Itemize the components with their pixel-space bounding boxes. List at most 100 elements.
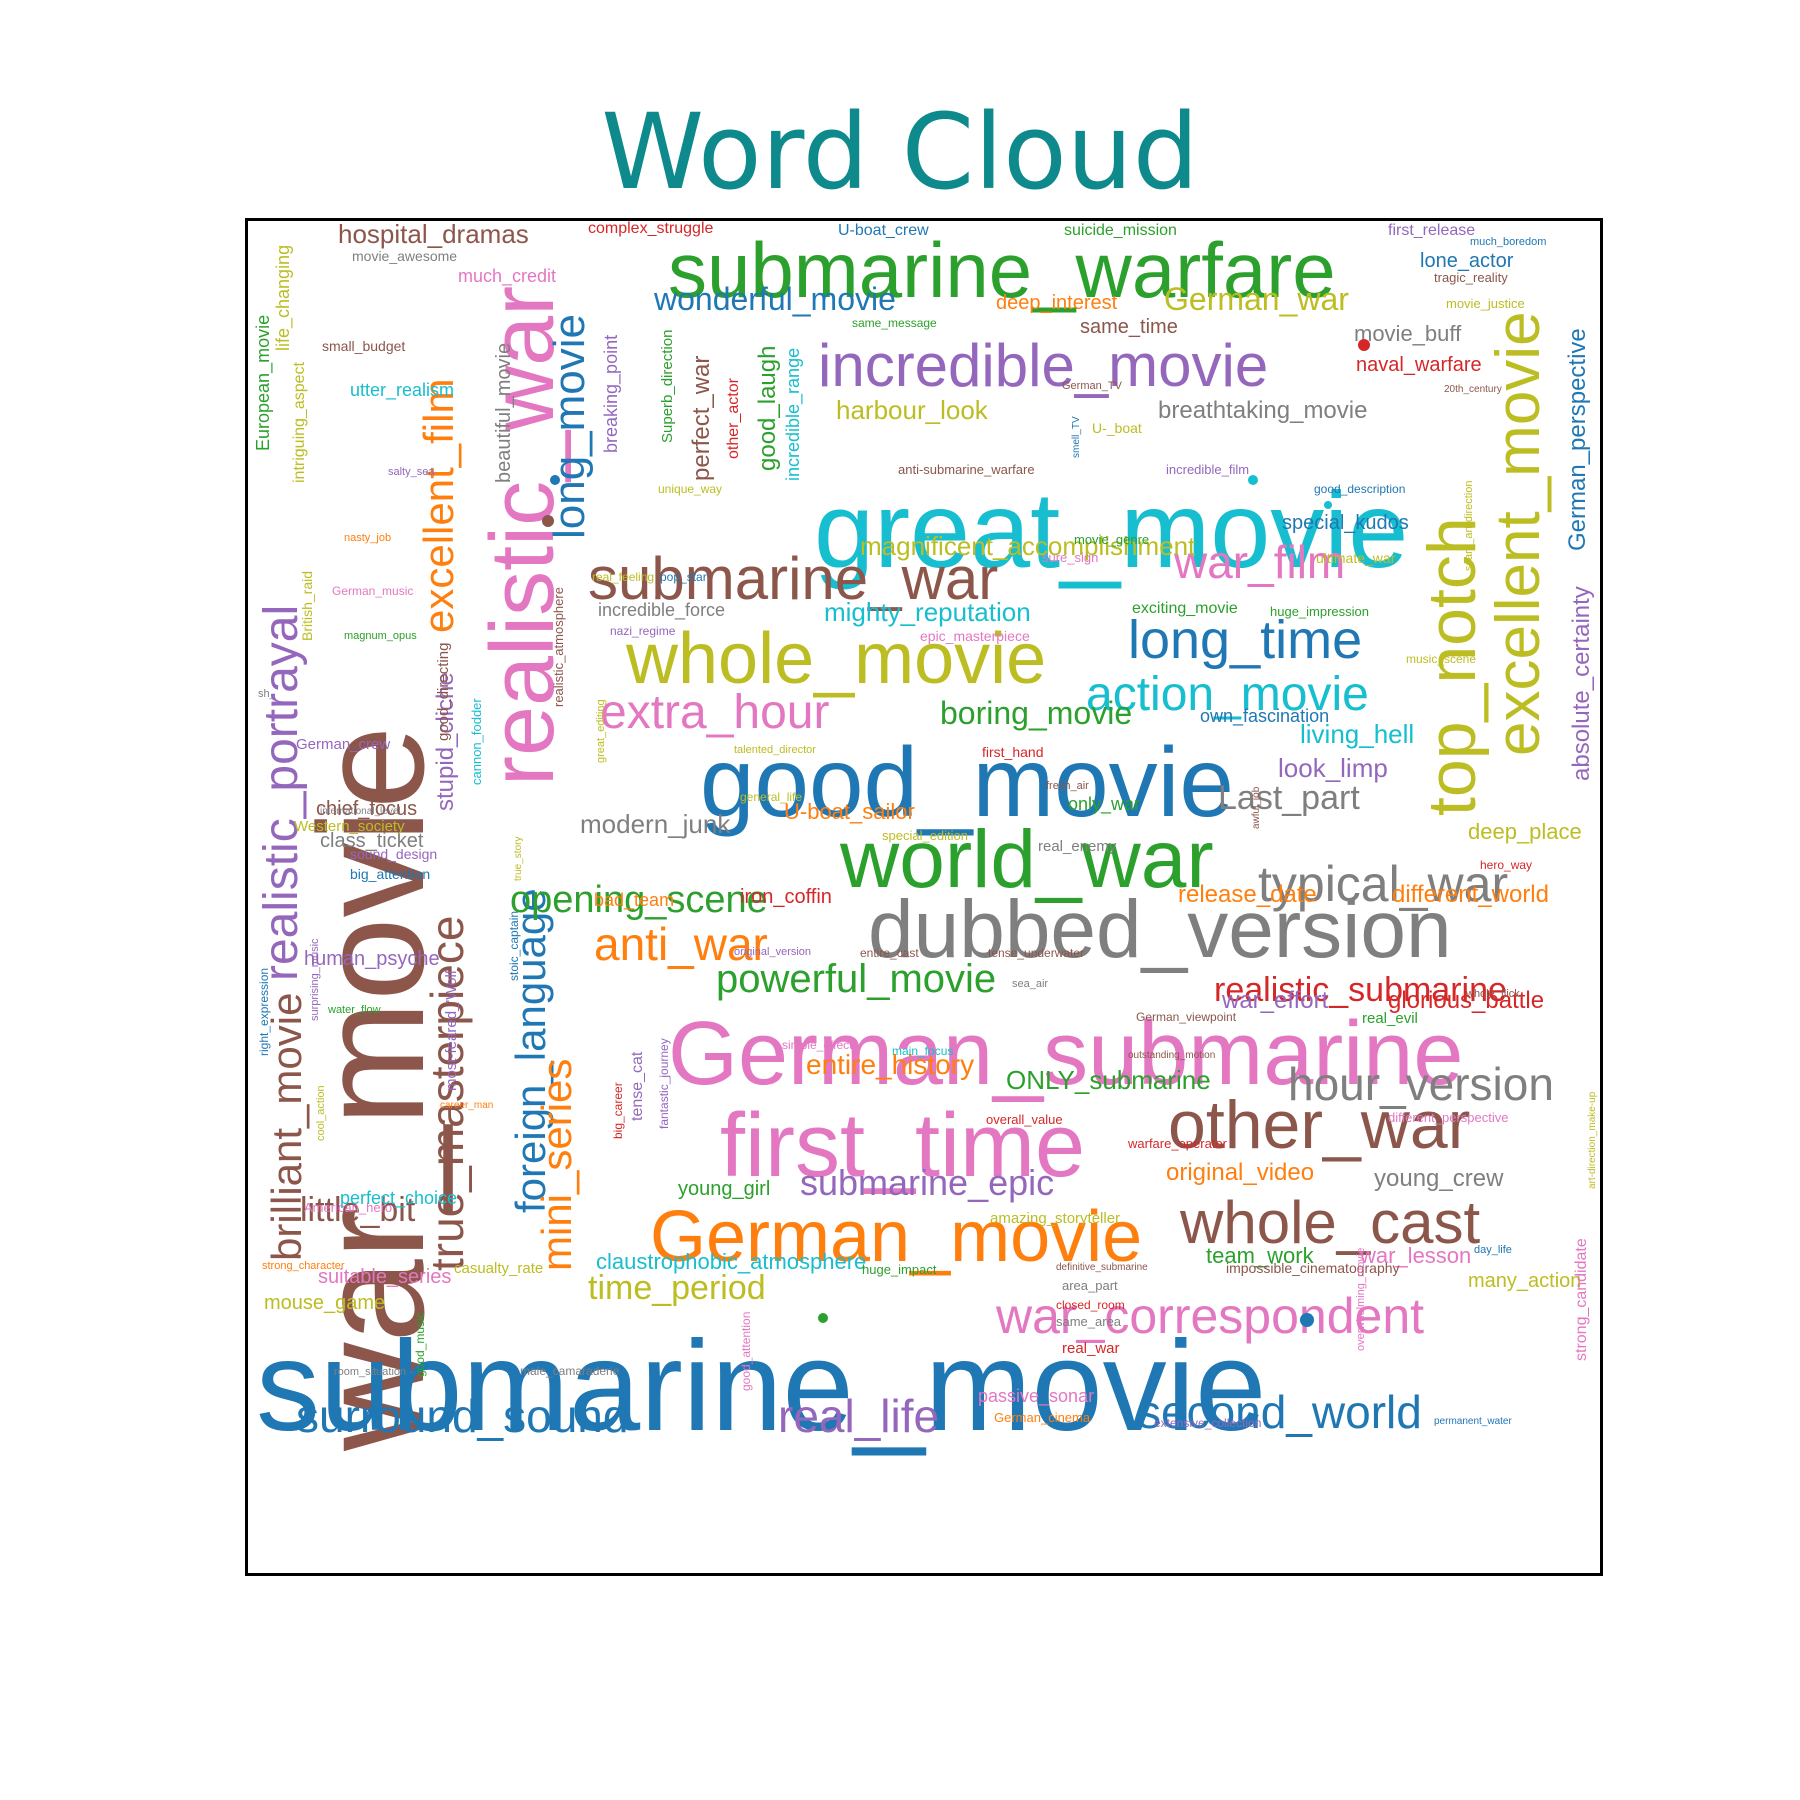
- word-modern-junk: modern_junk: [580, 809, 731, 839]
- word-american-hero: American_hero: [304, 1200, 393, 1215]
- word-naval-warfare: naval_warfare: [1356, 354, 1482, 376]
- word-superb-direction: Superb_direction: [659, 329, 676, 443]
- word-anti-submarine-warfare: anti-submarine_warfare: [898, 462, 1035, 477]
- word-class-ticket: class_ticket: [320, 830, 424, 852]
- word-impossible-cinematography: impossible_cinematography: [1226, 1260, 1400, 1276]
- word-surround-sound: surround_sound: [296, 1390, 629, 1442]
- word-hero-way: hero_way: [1480, 858, 1533, 872]
- word-european-movie: European_movie: [253, 314, 273, 451]
- word-tragic-reality: tragic_reality: [1434, 270, 1508, 285]
- word-mini-series: mini_series: [533, 1058, 580, 1271]
- word-whole-movie: whole_movie: [626, 619, 1047, 699]
- word-german-viewpoint: German_viewpoint: [1136, 1010, 1237, 1024]
- word-time-period: time_period: [588, 1269, 766, 1307]
- word-cloud: war_movie submarine_movie great_movie good_…: [248, 221, 1600, 1573]
- word-nazi-regime: nazi_regime: [610, 624, 676, 638]
- word-true-story: true_story: [513, 836, 524, 881]
- word-submarine-war: submarine_war: [588, 545, 999, 612]
- word-fresh-air: fresh_air: [1046, 780, 1089, 792]
- word-fantastic-journey: fantastic_journey: [657, 1038, 671, 1129]
- word-human-psyche: human_psyche: [304, 948, 440, 970]
- word-incredible-movie: incredible_movie: [818, 332, 1269, 399]
- word-day-life: day_life: [1474, 1244, 1512, 1256]
- word-20th-century: 20th_century: [1444, 384, 1502, 395]
- word-lone-actor: lone_actor: [1420, 250, 1514, 272]
- word-breaking-point: breaking_point: [601, 334, 621, 453]
- word-whole-flick: whole_flick: [1466, 988, 1520, 1000]
- word-war-correspondent: war_correspondent: [996, 1288, 1425, 1344]
- word-real-feeling: real_feeling: [592, 570, 655, 584]
- word-only-submarine: ONLY_submarine: [1006, 1065, 1211, 1095]
- word-first-hand: first_hand: [982, 744, 1044, 760]
- chart-title: Word Cloud: [601, 91, 1199, 213]
- word-german-cinema: German_cinema: [994, 1410, 1091, 1425]
- word-hour-version: hour_version: [1288, 1058, 1554, 1110]
- word-overall-value: overall_value: [986, 1112, 1063, 1127]
- word-first-release: first_release: [1388, 222, 1476, 239]
- word-cannon-fodder: cannon_fodder: [469, 698, 484, 785]
- word-smell-tv: smell_TV: [1071, 416, 1082, 458]
- word-real-enemy: real_enemy: [1038, 838, 1117, 855]
- word-general-life: general_life: [740, 790, 803, 804]
- word-german-submarine: German_submarine: [668, 1004, 1464, 1104]
- word-german-war: German_war: [1164, 281, 1349, 317]
- word-art-direction-make-up: art-direction_make-up: [1587, 1091, 1598, 1189]
- word-talented-director: talented_director: [734, 744, 816, 756]
- word-german-music: German_music: [332, 584, 414, 598]
- word-water-flow: water_flow: [328, 1004, 381, 1016]
- word-wonderful-movie: wonderful_movie: [654, 281, 896, 317]
- word-only-war: only_war: [1068, 794, 1141, 814]
- word-same-message: same_message: [852, 316, 937, 330]
- word-movie-buff: movie_buff: [1354, 321, 1462, 346]
- word-young-girl: young_girl: [678, 1178, 771, 1200]
- word-powerful-movie: powerful_movie: [716, 957, 997, 1001]
- word-overwhelming-movie: overwhelming_movie: [1355, 1247, 1367, 1351]
- word-realistic-portrayal: realistic_portrayal: [255, 604, 308, 981]
- word-second-world: second_world: [1138, 1386, 1422, 1438]
- word-sound-design: sound_design: [350, 846, 438, 862]
- word-permanent-water: permanent_water: [1434, 1416, 1512, 1427]
- word-german-crew: German_crew: [296, 736, 391, 753]
- word-entire-cast: entire_cast: [860, 946, 919, 960]
- word-realistic-atmosphere: realistic_atmosphere: [551, 587, 566, 707]
- word-epic-masterpiece: epic_masterpiece: [920, 628, 1030, 644]
- word-absolute-certainty: absolute_certainty: [1568, 586, 1595, 781]
- word-sea-air: sea_air: [1012, 978, 1049, 990]
- word-breathtaking-movie: breathtaking_movie: [1158, 397, 1368, 424]
- word-long-time: long_time: [1128, 610, 1363, 670]
- word-perfect-war: perfect_war: [688, 355, 715, 481]
- word-simple-effect: simple_effect: [782, 1038, 853, 1052]
- word-magnificent-accomplishment: magnificent_accomplishment: [860, 531, 1196, 561]
- word-incredible-range: incredible_range: [783, 347, 803, 481]
- word-extensive-collection: extensive_collection: [1154, 1416, 1262, 1430]
- word-huge-impression: huge_impression: [1270, 604, 1370, 619]
- word-warfare-operator: warfare_operator: [1128, 1136, 1227, 1151]
- word-most-feared-wolf: most-feared_'Wolf: [443, 970, 460, 1091]
- word-good-attention: good_attention: [739, 1311, 753, 1391]
- word-unique-way: unique_way: [658, 482, 723, 496]
- word-surprising-music: surprising_music: [309, 938, 321, 1021]
- word-other-actor: other_actor: [725, 378, 742, 459]
- word-original-version: original_version: [734, 946, 812, 958]
- word-real-war: real_war: [1062, 1340, 1120, 1357]
- word-incredible-film: incredible_film: [1166, 462, 1250, 477]
- word-first-time: first_time: [720, 1096, 1086, 1196]
- word-release-date: release_date: [1178, 881, 1317, 908]
- word-excellent-film: excellent_film: [415, 378, 462, 633]
- word-u-boat-crew: U-boat_crew: [838, 222, 929, 239]
- word-typical-war: typical_war: [1258, 856, 1509, 912]
- word-living-hell: living_hell: [1300, 719, 1415, 749]
- word-movie-awesome: movie_awesome: [352, 248, 458, 264]
- dot-mark-3: [818, 1313, 828, 1323]
- word-definitive-submarine: definitive_submarine: [1056, 1262, 1148, 1273]
- dot-mark-4: [1248, 475, 1258, 485]
- word-other-war: other_war: [1168, 1087, 1471, 1163]
- word-closed-room: closed_room: [1056, 1298, 1125, 1312]
- word-different-perspective: different_perspective: [1388, 1110, 1509, 1125]
- word-incredible-force: incredible_force: [598, 600, 726, 620]
- word-career-man: career_man: [440, 1100, 494, 1111]
- word-stoic-captain: stoic_captain: [507, 910, 521, 981]
- word-complex-struggle: complex_struggle: [588, 220, 714, 237]
- word-good-directing: good_directing: [435, 642, 452, 741]
- word-long-movie: long_movie: [545, 313, 594, 539]
